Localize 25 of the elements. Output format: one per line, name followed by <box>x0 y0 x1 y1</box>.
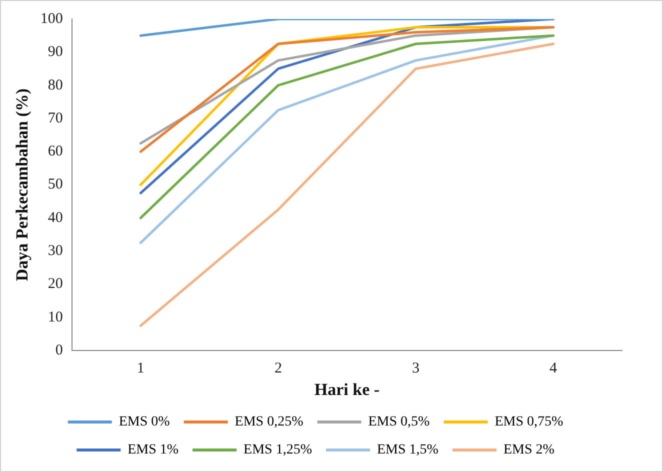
legend-label: EMS 1,5% <box>377 442 439 458</box>
x-tick-label: 2 <box>274 360 282 377</box>
y-axis-title: Daya Perkecambahan (%) <box>12 88 32 282</box>
legend-label: EMS 2% <box>503 442 555 458</box>
legend-label: EMS 0,25% <box>234 414 304 430</box>
x-axis-title: Hari ke - <box>314 380 380 400</box>
legend-label: EMS 0,75% <box>494 414 564 430</box>
y-tick-label: 80 <box>48 77 63 94</box>
legend-label: EMS 0,5% <box>368 414 430 430</box>
y-tick-label: 60 <box>48 144 63 160</box>
y-tick-label: 20 <box>48 276 63 292</box>
legend-label: EMS 1% <box>128 442 179 458</box>
y-tick-label: 50 <box>48 176 63 193</box>
y-tick-label: 0 <box>55 342 63 359</box>
x-tick-label: 1 <box>136 360 144 377</box>
y-tick-label: 10 <box>48 309 63 326</box>
y-tick-label: 90 <box>48 44 63 60</box>
x-tick-label: 3 <box>412 360 420 377</box>
y-tick-label: 100 <box>40 10 63 27</box>
y-tick-label: 70 <box>48 110 63 126</box>
x-tick-label: 4 <box>549 360 558 377</box>
legend-label: EMS 0% <box>118 414 170 430</box>
y-tick-label: 30 <box>48 243 63 260</box>
legend-label: EMS 1,25% <box>244 442 312 458</box>
y-tick-label: 40 <box>48 210 63 226</box>
